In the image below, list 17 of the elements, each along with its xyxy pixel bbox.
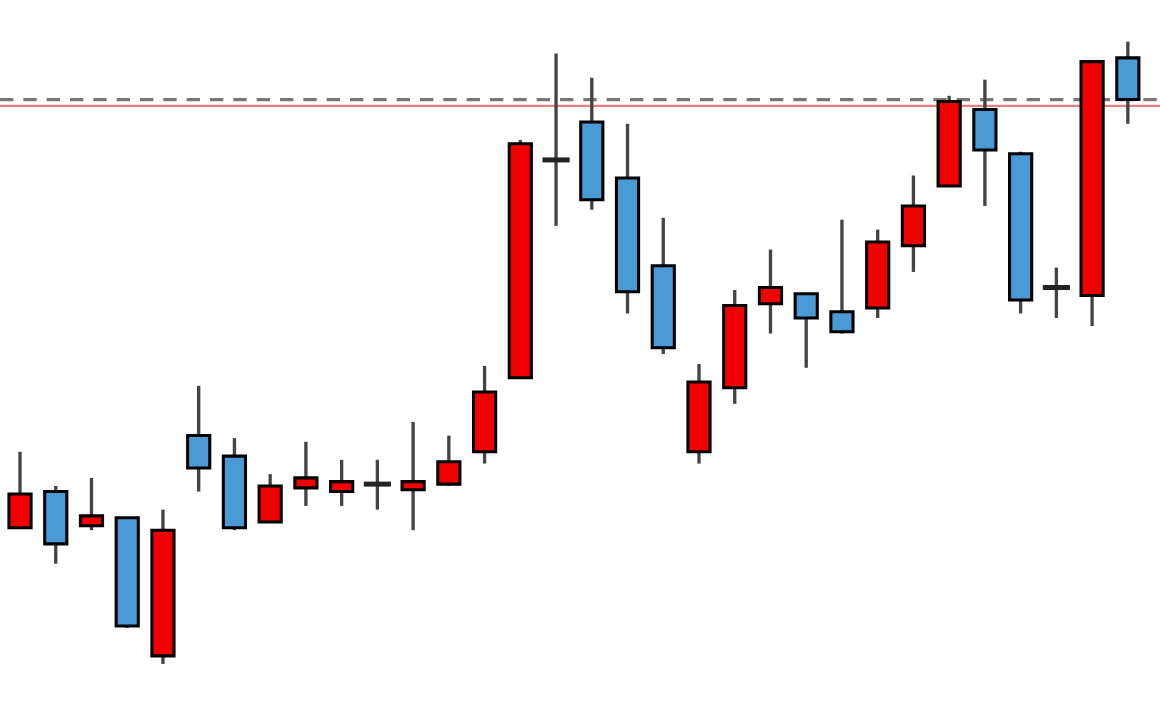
candlestick <box>400 420 426 532</box>
candlestick <box>329 458 355 508</box>
candlestick <box>293 440 319 508</box>
candlestick <box>757 247 784 336</box>
candlestick <box>1042 265 1070 320</box>
candlestick <box>78 476 105 532</box>
candlestick <box>793 292 819 370</box>
candlestick <box>542 51 570 228</box>
candlestick <box>363 458 391 512</box>
candlestick <box>186 384 212 494</box>
candlestick <box>436 433 462 488</box>
candlestick <box>7 450 33 530</box>
candlestick <box>900 173 927 274</box>
candlestick <box>829 217 855 336</box>
candlestick <box>1115 40 1141 126</box>
candlestick <box>972 77 998 208</box>
candlestick <box>257 472 283 524</box>
